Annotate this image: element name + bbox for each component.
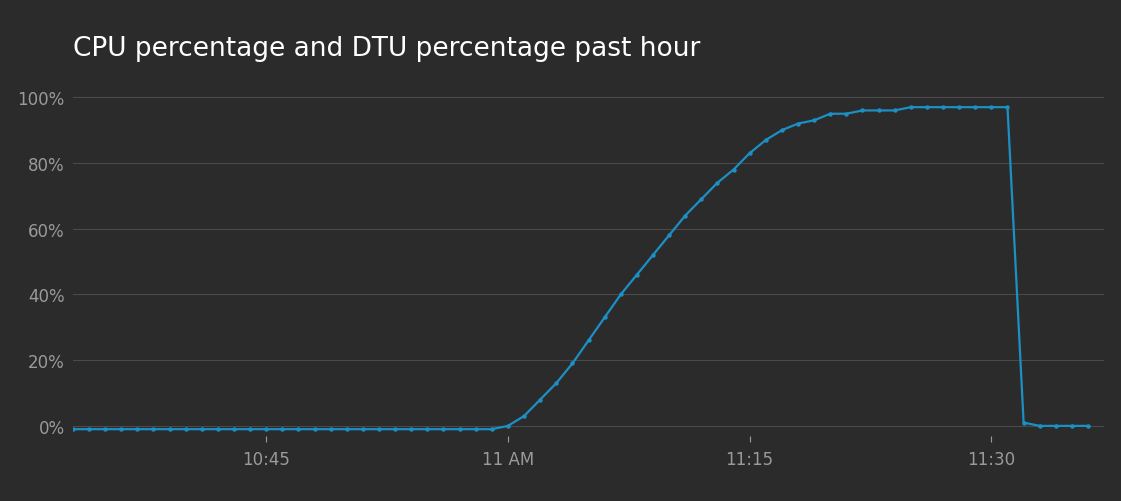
Text: CPU percentage and DTU percentage past hour: CPU percentage and DTU percentage past h…: [73, 36, 701, 62]
